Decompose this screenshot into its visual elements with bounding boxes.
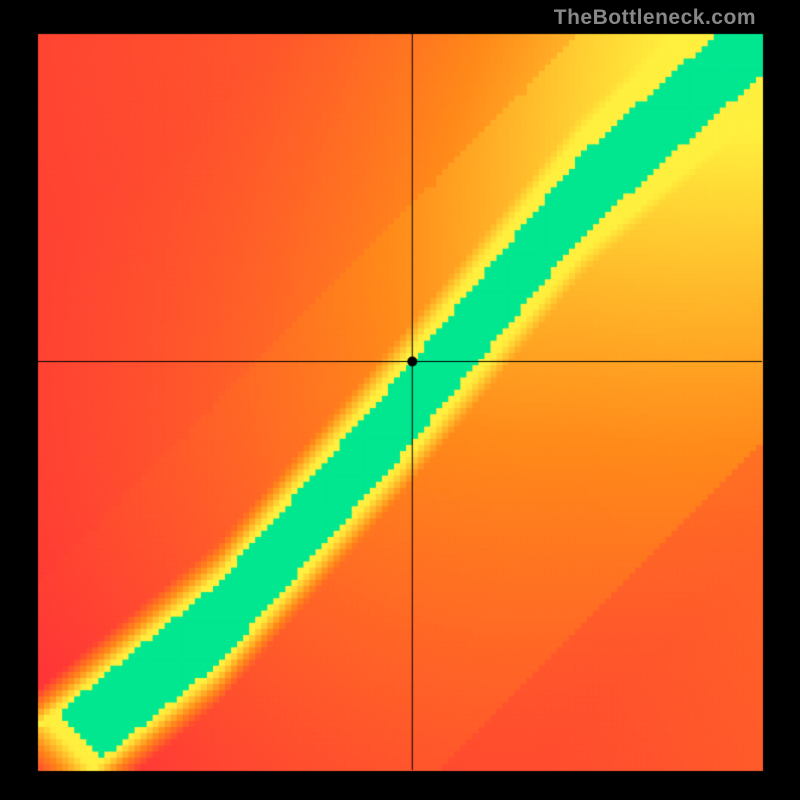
heatmap-canvas xyxy=(0,0,800,800)
chart-container: TheBottleneck.com xyxy=(0,0,800,800)
watermark-text: TheBottleneck.com xyxy=(554,6,756,30)
